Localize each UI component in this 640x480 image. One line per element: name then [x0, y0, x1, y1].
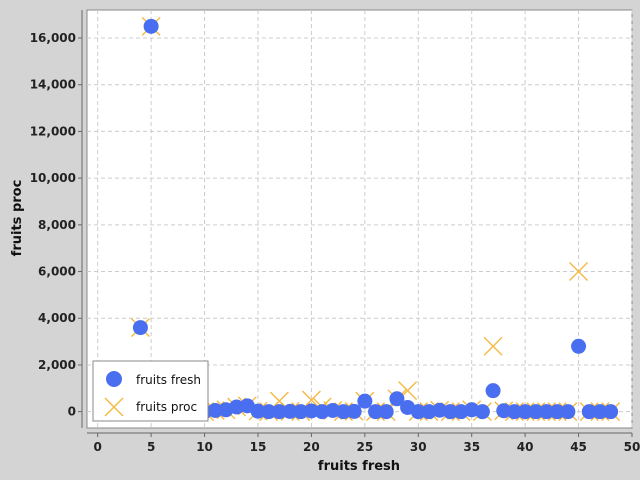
data-point-fruits-fresh	[293, 404, 309, 420]
data-point-fruits-fresh	[442, 404, 458, 420]
data-point-fruits-fresh	[335, 404, 351, 420]
y-tick-label: 6,000	[38, 265, 76, 279]
data-point-fruits-fresh	[539, 404, 555, 420]
data-point-fruits-fresh	[592, 404, 608, 420]
plot-area	[86, 9, 633, 429]
data-point-fruits-proc	[483, 336, 503, 356]
data-point-fruits-fresh	[132, 320, 148, 336]
data-point-fruits-fresh	[485, 383, 501, 399]
x-tick-label: 40	[517, 440, 534, 454]
y-tick-label: 2,000	[38, 358, 76, 372]
x-tick-label: 45	[570, 440, 587, 454]
series-fruits-fresh	[132, 18, 619, 420]
data-point-fruits-fresh	[560, 404, 576, 420]
data-point-fruits-fresh	[346, 403, 362, 419]
data-point-fruits-fresh	[303, 403, 319, 419]
y-tick-label: 16,000	[30, 31, 76, 45]
data-point-fruits-fresh	[506, 404, 522, 420]
x-tick-label: 50	[624, 440, 640, 454]
x-tick-label: 0	[94, 440, 102, 454]
data-point-fruits-fresh	[378, 404, 394, 420]
data-point-fruits-fresh	[528, 404, 544, 420]
x-tick-label: 30	[410, 440, 427, 454]
legend-label-fruits-fresh: fruits fresh	[136, 373, 201, 387]
data-point-fruits-fresh	[571, 338, 587, 354]
legend-label-fruits-proc: fruits proc	[136, 400, 197, 414]
data-point-fruits-fresh	[271, 404, 287, 420]
data-point-fruits-fresh	[143, 18, 159, 34]
y-tick-label: 12,000	[30, 124, 76, 138]
data-point-fruits-fresh	[389, 391, 405, 407]
data-point-fruits-proc	[569, 262, 589, 282]
x-axis-title: fruits fresh	[318, 459, 400, 474]
x-tick-label: 25	[356, 440, 373, 454]
y-tick-label: 10,000	[30, 171, 76, 185]
legend-marker-fruits-fresh	[106, 371, 122, 387]
x-tick-label: 35	[463, 440, 480, 454]
data-point-fruits-fresh	[357, 393, 373, 409]
x-tick-label: 10	[196, 440, 213, 454]
x-tick-label: 15	[250, 440, 267, 454]
legend: fruits fresh fruits proc	[92, 360, 209, 422]
x-tick-label: 5	[147, 440, 155, 454]
data-point-fruits-fresh	[410, 404, 426, 420]
data-point-fruits-fresh	[603, 404, 619, 420]
y-tick-label: 4,000	[38, 311, 76, 325]
y-axis-title: fruits proc	[10, 180, 25, 257]
x-axis-ticks: 0 5 10 15 20 25 30 35 40 45 50	[94, 433, 640, 454]
data-point-fruits-fresh	[517, 404, 533, 420]
y-tick-label: 0	[68, 405, 76, 419]
x-tick-label: 20	[303, 440, 320, 454]
data-point-fruits-fresh	[207, 402, 223, 418]
data-point-fruits-fresh	[474, 404, 490, 420]
legend-marker-fruits-proc	[104, 397, 124, 417]
legend-box	[92, 360, 209, 422]
data-point-fruits-fresh	[581, 404, 597, 420]
y-tick-label: 14,000	[30, 78, 76, 92]
y-tick-label: 8,000	[38, 218, 76, 232]
data-point-fruits-fresh	[368, 404, 384, 420]
data-point-fruits-fresh	[250, 403, 266, 419]
y-axis-ticks: 0 2,000 4,000 6,000 8,000 10,000 12,000 14,000 1…	[30, 31, 82, 419]
data-point-fruits-fresh	[282, 403, 298, 419]
data-point-fruits-fresh	[261, 404, 277, 420]
data-point-fruits-fresh	[549, 404, 565, 420]
